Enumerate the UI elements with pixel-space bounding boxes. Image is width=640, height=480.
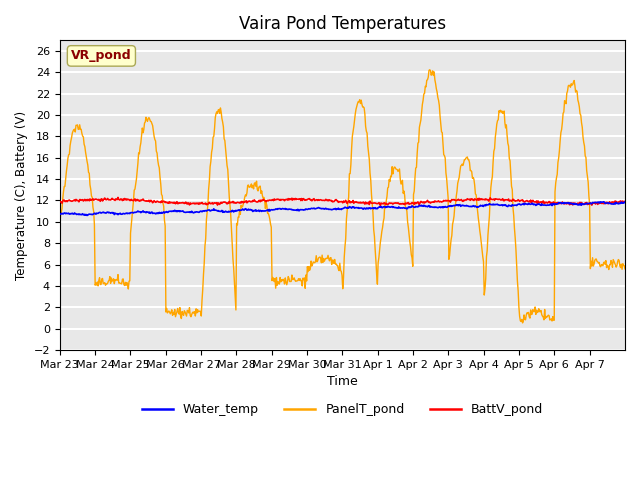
Legend: Water_temp, PanelT_pond, BattV_pond: Water_temp, PanelT_pond, BattV_pond [137, 398, 548, 421]
Y-axis label: Temperature (C), Battery (V): Temperature (C), Battery (V) [15, 110, 28, 280]
Text: VR_pond: VR_pond [71, 49, 132, 62]
Title: Vaira Pond Temperatures: Vaira Pond Temperatures [239, 15, 446, 33]
X-axis label: Time: Time [327, 375, 358, 388]
